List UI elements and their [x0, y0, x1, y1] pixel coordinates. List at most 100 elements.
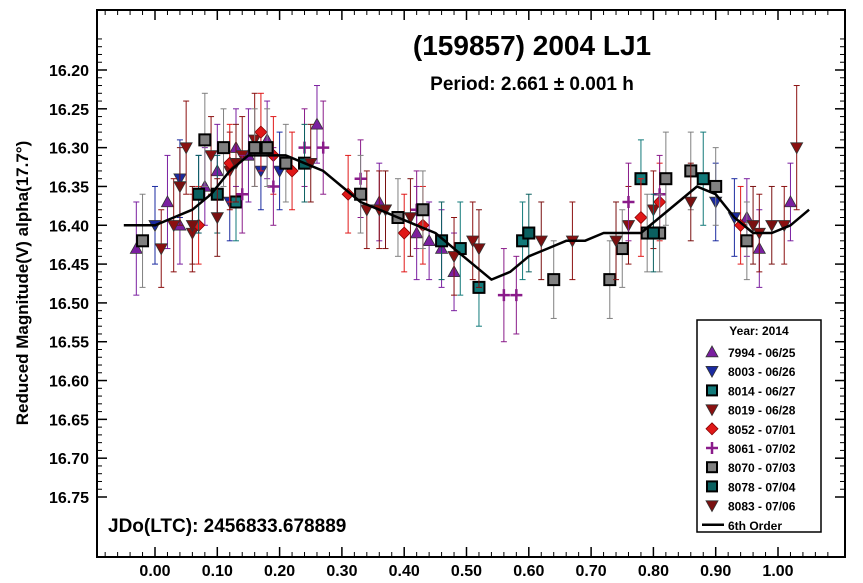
y-tick-label: 16.50 [49, 296, 89, 313]
legend-marker [706, 461, 718, 474]
data-point [236, 188, 249, 201]
data-point [547, 273, 561, 287]
epoch-annotation: JDo(LTC): 2456833.678889 [108, 516, 346, 537]
data-point [210, 212, 224, 225]
y-tick-label: 16.20 [49, 63, 89, 80]
data-point [279, 156, 293, 170]
x-tick-label: 1.00 [762, 563, 793, 580]
legend-items: 7994 - 06/25 8003 - 06/26 8014 - 06/27 8019… [702, 345, 796, 533]
data-point [416, 203, 430, 217]
data-point [497, 289, 510, 302]
legend-label: 8078 - 07/04 [728, 480, 796, 494]
data-point [783, 195, 798, 208]
y-tick-label: 16.35 [49, 179, 89, 196]
x-tick-label: 0.00 [139, 563, 170, 580]
x-tick-label: 0.20 [264, 563, 295, 580]
legend-label: 8014 - 06/27 [728, 384, 796, 398]
data-point [615, 242, 629, 256]
data-point [510, 289, 523, 302]
data-point [522, 226, 536, 240]
data-point [204, 150, 218, 163]
data-point [534, 235, 548, 248]
data-point [397, 226, 411, 240]
y-tick-label: 16.40 [49, 218, 89, 235]
data-point [198, 133, 212, 147]
data-point [167, 220, 181, 233]
legend-item: 7994 - 06/25 [705, 345, 796, 360]
x-tick-label: 0.60 [513, 563, 544, 580]
legend-item: 8003 - 06/26 [705, 365, 796, 379]
legend-item: 8083 - 07/06 [705, 500, 796, 514]
data-point [179, 142, 193, 155]
legend-title: Year: 2014 [729, 324, 789, 338]
legend-label: 8070 - 07/03 [728, 461, 796, 475]
legend-item: 8078 - 07/04 [706, 480, 796, 494]
data-point [696, 172, 710, 186]
data-point [684, 196, 698, 209]
data-point [709, 179, 723, 193]
legend-marker [705, 500, 719, 513]
data-point [734, 218, 748, 232]
fit-layer [123, 154, 810, 281]
data-point [217, 141, 231, 155]
data-point [129, 241, 143, 254]
data-point [403, 212, 418, 225]
legend-marker [705, 422, 719, 436]
chart-subtitle: Period: 2.661 ± 0.001 h [430, 74, 634, 95]
data-point [160, 195, 175, 208]
data-point [765, 220, 779, 233]
legend-label: 8003 - 06/26 [728, 365, 796, 379]
legend-fit-label: 6th Order [728, 519, 782, 533]
legend-item: 8070 - 07/03 [706, 461, 796, 475]
legend-box [696, 319, 822, 533]
data-point [354, 187, 368, 201]
data-point [422, 233, 436, 247]
data-point [173, 181, 187, 194]
data-point [659, 172, 673, 186]
x-tick-label: 0.40 [389, 563, 420, 580]
data-point [740, 234, 754, 248]
legend-marker [706, 384, 718, 397]
y-tick-label: 16.70 [49, 451, 89, 468]
legend-marker [705, 404, 719, 417]
x-tick-label: 0.70 [576, 563, 607, 580]
legend: Year: 2014 7994 - 06/25 8003 - 06/26 8014 … [696, 319, 822, 533]
tick-layer: 0.00 0.10 0.20 0.30 0.40 0.50 0.60 0.70 0.80 0.90… [49, 10, 845, 580]
chart-title: (159857) 2004 LJ1 [413, 30, 651, 61]
data-point [260, 141, 274, 155]
data-point [154, 243, 168, 256]
x-tick-label: 0.80 [638, 563, 669, 580]
data-point [622, 195, 635, 208]
legend-item: 8061 - 07/02 [706, 442, 796, 456]
legend-marker [705, 345, 719, 358]
legend-label: 8083 - 07/06 [728, 500, 796, 514]
data-point [472, 243, 486, 256]
data-point [746, 220, 760, 233]
legend-marker [705, 365, 719, 379]
fit-curve [123, 154, 810, 281]
data-point [192, 187, 206, 201]
legend-item: 8052 - 07/01 [705, 422, 796, 437]
data-point [248, 141, 262, 155]
legend-label: 8019 - 06/28 [728, 404, 796, 418]
data-point [317, 141, 330, 154]
data-point [136, 234, 150, 248]
y-axis-label: Reduced Magnitude(V) alpha(17.7°) [13, 141, 32, 426]
x-tick-label: 0.50 [451, 563, 482, 580]
x-tick-label: 0.30 [326, 563, 357, 580]
data-point [435, 234, 449, 248]
x-tick-label: 0.10 [202, 563, 233, 580]
y-tick-label: 16.55 [49, 335, 89, 352]
y-tick-label: 16.60 [49, 374, 89, 391]
series-group [173, 123, 779, 288]
legend-marker [706, 442, 718, 454]
data-point [447, 251, 461, 264]
data-point [609, 235, 623, 248]
y-tick-label: 16.45 [49, 257, 89, 274]
y-tick-label: 16.65 [49, 412, 89, 429]
data-point [634, 210, 648, 225]
x-tick-label: 0.90 [700, 563, 731, 580]
y-tick-label: 16.30 [49, 141, 89, 158]
y-tick-label: 16.75 [49, 490, 89, 507]
